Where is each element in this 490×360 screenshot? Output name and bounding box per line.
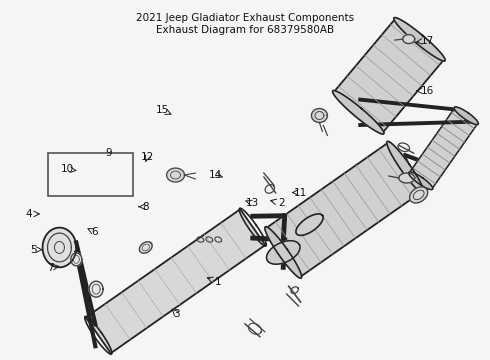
Polygon shape xyxy=(266,143,422,277)
Polygon shape xyxy=(167,168,184,182)
Text: 16: 16 xyxy=(421,86,434,96)
Text: 1: 1 xyxy=(215,277,221,287)
Polygon shape xyxy=(410,187,428,203)
Text: 9: 9 xyxy=(105,148,112,158)
Polygon shape xyxy=(334,19,444,133)
Polygon shape xyxy=(86,209,265,353)
Text: 5: 5 xyxy=(30,245,37,255)
Text: 10: 10 xyxy=(61,164,74,174)
Polygon shape xyxy=(43,228,76,267)
Text: 14: 14 xyxy=(209,170,222,180)
Text: 15: 15 xyxy=(156,105,169,115)
Polygon shape xyxy=(267,241,300,264)
Polygon shape xyxy=(387,141,423,193)
Text: 17: 17 xyxy=(421,36,434,46)
Polygon shape xyxy=(312,109,327,122)
Polygon shape xyxy=(409,172,433,190)
Polygon shape xyxy=(265,227,302,278)
Text: 8: 8 xyxy=(142,202,148,212)
Polygon shape xyxy=(454,107,478,125)
Polygon shape xyxy=(399,173,415,183)
Polygon shape xyxy=(333,91,384,134)
Text: 13: 13 xyxy=(245,198,259,208)
Text: 3: 3 xyxy=(173,309,180,319)
Text: 6: 6 xyxy=(91,227,98,237)
Text: 7: 7 xyxy=(47,262,54,273)
Polygon shape xyxy=(296,214,323,235)
Text: 4: 4 xyxy=(25,209,32,219)
Bar xyxy=(48,153,133,196)
Polygon shape xyxy=(394,18,445,61)
Polygon shape xyxy=(71,253,82,266)
Text: 11: 11 xyxy=(294,188,308,198)
Text: 2021 Jeep Gladiator Exhaust Components
Exhaust Diagram for 68379580AB: 2021 Jeep Gladiator Exhaust Components E… xyxy=(136,13,354,35)
Polygon shape xyxy=(409,108,478,189)
Polygon shape xyxy=(403,35,415,44)
Polygon shape xyxy=(89,281,103,297)
Text: 12: 12 xyxy=(141,152,154,162)
Text: 2: 2 xyxy=(278,198,285,208)
Polygon shape xyxy=(140,242,152,253)
